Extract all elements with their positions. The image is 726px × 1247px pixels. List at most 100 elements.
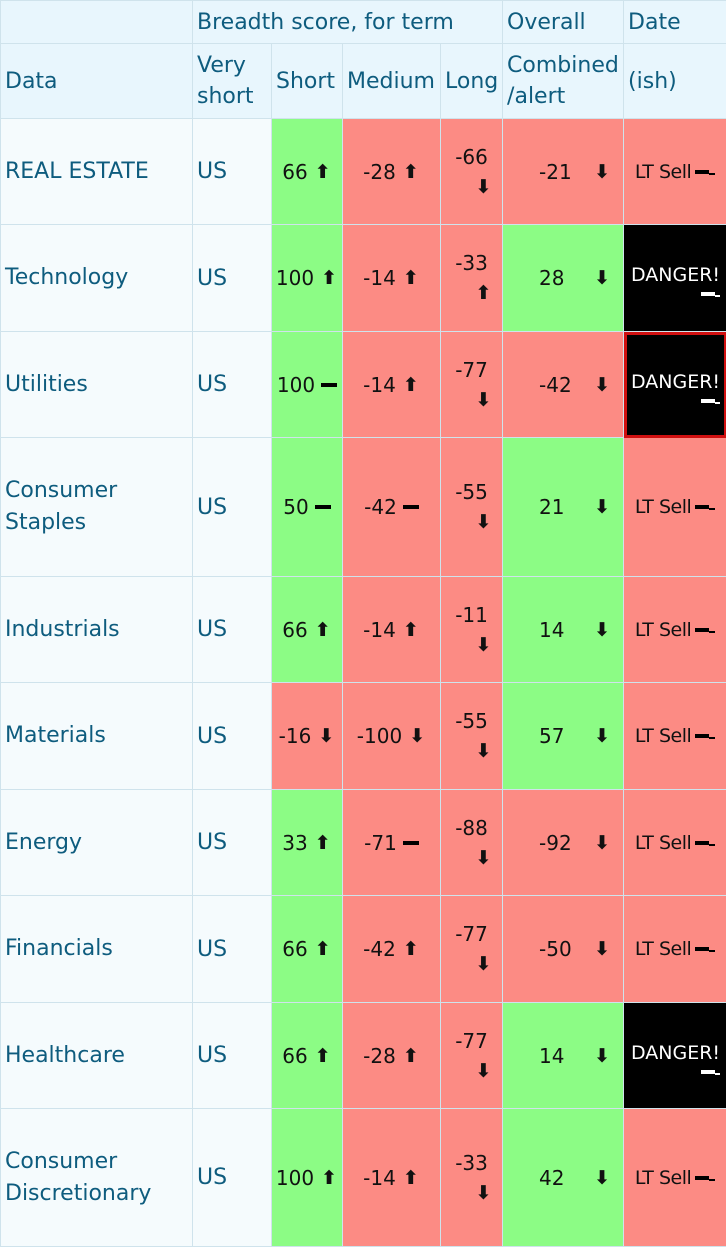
medium-cell: -28⬆ bbox=[343, 119, 441, 225]
date-signal: LT Sell bbox=[635, 161, 691, 183]
header-combined: Combined /alert bbox=[503, 44, 624, 119]
row-region: US bbox=[193, 896, 272, 1003]
flat-icon bbox=[701, 398, 720, 404]
long-value: -33 bbox=[455, 1148, 488, 1178]
short-value: 66 bbox=[282, 1044, 307, 1068]
combined-down-arrow-icon: ⬇ bbox=[593, 938, 611, 960]
row-region: US bbox=[193, 119, 272, 225]
medium-cell: -14 ⬆ bbox=[343, 577, 441, 683]
medium-value: -14 bbox=[363, 266, 396, 290]
combined-down-arrow-icon: ⬇ bbox=[593, 267, 611, 289]
combined-down-arrow-icon: ⬇ bbox=[593, 725, 611, 747]
combined-cell: 28 ⬇ bbox=[503, 225, 624, 332]
medium-cell: -28⬆ bbox=[343, 1003, 441, 1109]
combined-value: 14 bbox=[539, 618, 564, 642]
danger-alert: DANGER! bbox=[631, 366, 720, 398]
long-down-arrow-icon: ⬇ bbox=[475, 630, 493, 660]
long-value: -66 bbox=[455, 142, 488, 172]
short-up-arrow-icon: ⬆ bbox=[314, 1045, 332, 1067]
medium-value: -14 bbox=[363, 618, 396, 642]
medium-up-arrow-icon: ⬆ bbox=[402, 619, 420, 641]
long-value: -55 bbox=[455, 706, 488, 736]
date-signal: LT Sell bbox=[635, 496, 691, 518]
danger-alert: DANGER! bbox=[631, 1037, 720, 1069]
row-region: US bbox=[193, 790, 272, 896]
row-region: US bbox=[193, 1109, 272, 1247]
combined-value: -21 bbox=[539, 160, 572, 184]
short-cell: 100⬆ bbox=[272, 225, 343, 332]
long-down-arrow-icon: ⬇ bbox=[475, 1178, 493, 1208]
short-value: 100 bbox=[277, 373, 315, 397]
medium-value: -14 bbox=[363, 373, 396, 397]
medium-cell: -71 bbox=[343, 790, 441, 896]
header-data: Data bbox=[1, 44, 193, 119]
medium-flat-icon bbox=[403, 841, 419, 845]
combined-value: 28 bbox=[539, 266, 564, 290]
medium-up-arrow-icon: ⬆ bbox=[402, 1045, 420, 1067]
combined-cell: 57⬇ bbox=[503, 683, 624, 790]
short-value: 66 bbox=[282, 160, 307, 184]
flat-icon bbox=[701, 1069, 720, 1075]
medium-flat-icon bbox=[403, 505, 419, 509]
short-value: 33 bbox=[282, 831, 307, 855]
date-cell: DANGER! bbox=[624, 332, 726, 438]
combined-down-arrow-icon: ⬇ bbox=[593, 161, 611, 183]
date-cell: LT Sell bbox=[624, 896, 726, 1003]
row-name: Healthcare bbox=[1, 1003, 193, 1109]
date-cell: LT Sell bbox=[624, 119, 726, 225]
header-date: Date bbox=[624, 1, 726, 44]
combined-value: 14 bbox=[539, 1044, 564, 1068]
combined-value: 21 bbox=[539, 495, 564, 519]
long-cell: -11⬇ bbox=[441, 577, 503, 683]
short-up-arrow-icon: ⬆ bbox=[314, 832, 332, 854]
medium-cell: -14⬆ bbox=[343, 1109, 441, 1247]
date-signal: LT Sell bbox=[635, 832, 691, 854]
flat-icon bbox=[695, 628, 709, 632]
medium-up-arrow-icon: ⬆ bbox=[402, 374, 420, 396]
short-up-arrow-icon: ⬆ bbox=[314, 619, 332, 641]
date-cell: LT Sell bbox=[624, 1109, 726, 1247]
combined-down-arrow-icon: ⬇ bbox=[593, 374, 611, 396]
date-cell: LT Sell bbox=[624, 438, 726, 577]
long-cell: -88⬇ bbox=[441, 790, 503, 896]
medium-value: -14 bbox=[363, 1166, 396, 1190]
short-cell: 66⬆ bbox=[272, 119, 343, 225]
short-up-arrow-icon: ⬆ bbox=[314, 938, 332, 960]
combined-cell: 42⬇ bbox=[503, 1109, 624, 1247]
combined-cell: -50 ⬇ bbox=[503, 896, 624, 1003]
combined-value: -50 bbox=[539, 937, 572, 961]
long-value: -88 bbox=[455, 813, 488, 843]
header-overall: Overall bbox=[503, 1, 624, 44]
row-region: US bbox=[193, 1003, 272, 1109]
combined-value: 42 bbox=[539, 1166, 564, 1190]
long-value: -77 bbox=[455, 1026, 488, 1056]
combined-down-arrow-icon: ⬇ bbox=[593, 496, 611, 518]
medium-value: -28 bbox=[363, 160, 396, 184]
combined-cell: 21 ⬇ bbox=[503, 438, 624, 577]
long-cell: -33⬇ bbox=[441, 1109, 503, 1247]
row-name: Technology bbox=[1, 225, 193, 332]
medium-cell: -14 ⬆ bbox=[343, 332, 441, 438]
short-up-arrow-icon: ⬆ bbox=[320, 267, 338, 289]
combined-cell: 14⬇ bbox=[503, 1003, 624, 1109]
row-region: US bbox=[193, 332, 272, 438]
flat-icon bbox=[695, 505, 709, 509]
row-region: US bbox=[193, 683, 272, 790]
long-value: -11 bbox=[455, 600, 488, 630]
row-name: REAL ESTATE bbox=[1, 119, 193, 225]
date-cell: LT Sell bbox=[624, 577, 726, 683]
long-value: -33 bbox=[455, 248, 488, 278]
short-flat-icon bbox=[321, 383, 337, 387]
medium-down-arrow-icon: ⬇ bbox=[408, 725, 426, 747]
row-region: US bbox=[193, 577, 272, 683]
row-name: Consumer Staples bbox=[1, 438, 193, 577]
flat-icon bbox=[695, 841, 709, 845]
combined-value: -42 bbox=[539, 373, 572, 397]
medium-cell: -42⬆ bbox=[343, 896, 441, 1003]
